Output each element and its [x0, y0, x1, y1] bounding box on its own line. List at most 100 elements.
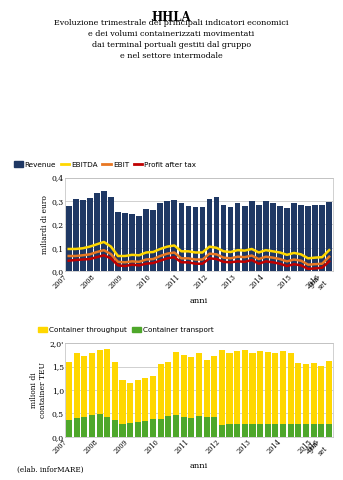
Bar [165, 416, 172, 437]
Bar [249, 424, 256, 437]
Bar [129, 214, 135, 271]
Bar [181, 355, 187, 437]
Text: HHLA: HHLA [152, 11, 191, 24]
Bar [319, 204, 325, 271]
Bar [305, 205, 311, 271]
Bar [87, 198, 93, 271]
Bar [173, 415, 179, 437]
Bar [135, 380, 141, 437]
Bar [288, 424, 294, 437]
X-axis label: anni: anni [190, 462, 208, 470]
Bar [119, 424, 126, 437]
Bar [96, 350, 103, 437]
Text: (elab. inforMARE): (elab. inforMARE) [17, 466, 84, 474]
Bar [242, 424, 248, 437]
Bar [288, 352, 294, 437]
Bar [280, 351, 286, 437]
Bar [257, 351, 263, 437]
Bar [312, 205, 318, 271]
Bar [310, 424, 317, 437]
Bar [104, 417, 110, 437]
Bar [265, 352, 271, 437]
Bar [226, 424, 233, 437]
Bar [272, 353, 279, 437]
Bar [327, 202, 332, 271]
Bar [158, 419, 164, 437]
X-axis label: anni: anni [190, 297, 208, 305]
Bar [112, 362, 118, 437]
Bar [136, 216, 142, 271]
Bar [127, 423, 133, 437]
Bar [234, 424, 240, 437]
Bar [257, 424, 263, 437]
Bar [73, 199, 79, 271]
Bar [295, 363, 301, 437]
Bar [135, 422, 141, 437]
Bar [219, 350, 225, 437]
Text: Evoluzione trimestrale dei principali indicatori economici
e dei volumi containe: Evoluzione trimestrale dei principali in… [54, 19, 289, 60]
Bar [211, 417, 217, 437]
Bar [143, 209, 149, 271]
Bar [142, 421, 149, 437]
Bar [150, 210, 156, 271]
Bar [94, 193, 100, 271]
Bar [74, 353, 80, 437]
Bar [219, 425, 225, 437]
Bar [207, 199, 212, 271]
Bar [318, 424, 324, 437]
Bar [193, 207, 198, 271]
Bar [228, 207, 234, 271]
Bar [186, 205, 191, 271]
Bar [200, 207, 205, 271]
Bar [173, 352, 179, 437]
Bar [115, 212, 121, 271]
Bar [303, 424, 309, 437]
Bar [80, 200, 86, 271]
Bar [196, 416, 202, 437]
Bar [249, 201, 255, 271]
Bar [150, 419, 156, 437]
Y-axis label: milioni di
container TEU: milioni di container TEU [29, 362, 47, 418]
Bar [263, 201, 269, 271]
Bar [104, 349, 110, 437]
Bar [221, 204, 226, 271]
Bar [108, 197, 114, 271]
Bar [211, 356, 217, 437]
Bar [226, 352, 233, 437]
Bar [181, 417, 187, 437]
Bar [295, 424, 301, 437]
Bar [165, 362, 172, 437]
Bar [66, 206, 71, 271]
Bar [326, 424, 332, 437]
Bar [196, 353, 202, 437]
Bar [81, 356, 87, 437]
Bar [326, 360, 332, 437]
Bar [188, 357, 194, 437]
Bar [66, 362, 72, 437]
Bar [164, 201, 170, 271]
Bar [310, 363, 317, 437]
Bar [291, 204, 297, 271]
Bar [203, 417, 210, 437]
Bar [122, 213, 128, 271]
Bar [284, 208, 290, 271]
Bar [242, 206, 248, 271]
Bar [178, 203, 184, 271]
Bar [142, 378, 149, 437]
Bar [277, 205, 283, 271]
Bar [214, 197, 220, 271]
Bar [203, 360, 210, 437]
Bar [157, 203, 163, 271]
Y-axis label: miliardi di euro: miliardi di euro [41, 195, 49, 254]
Bar [242, 350, 248, 437]
Bar [235, 203, 240, 271]
Legend: Container throughput, Container transport: Container throughput, Container transpor… [38, 327, 214, 333]
Bar [303, 364, 309, 437]
Bar [119, 380, 126, 437]
Bar [172, 200, 177, 271]
Legend: Revenue, EBITDA, EBIT, Profit after tax: Revenue, EBITDA, EBIT, Profit after tax [14, 161, 197, 168]
Bar [89, 415, 95, 437]
Bar [150, 376, 156, 437]
Bar [234, 351, 240, 437]
Bar [249, 353, 256, 437]
